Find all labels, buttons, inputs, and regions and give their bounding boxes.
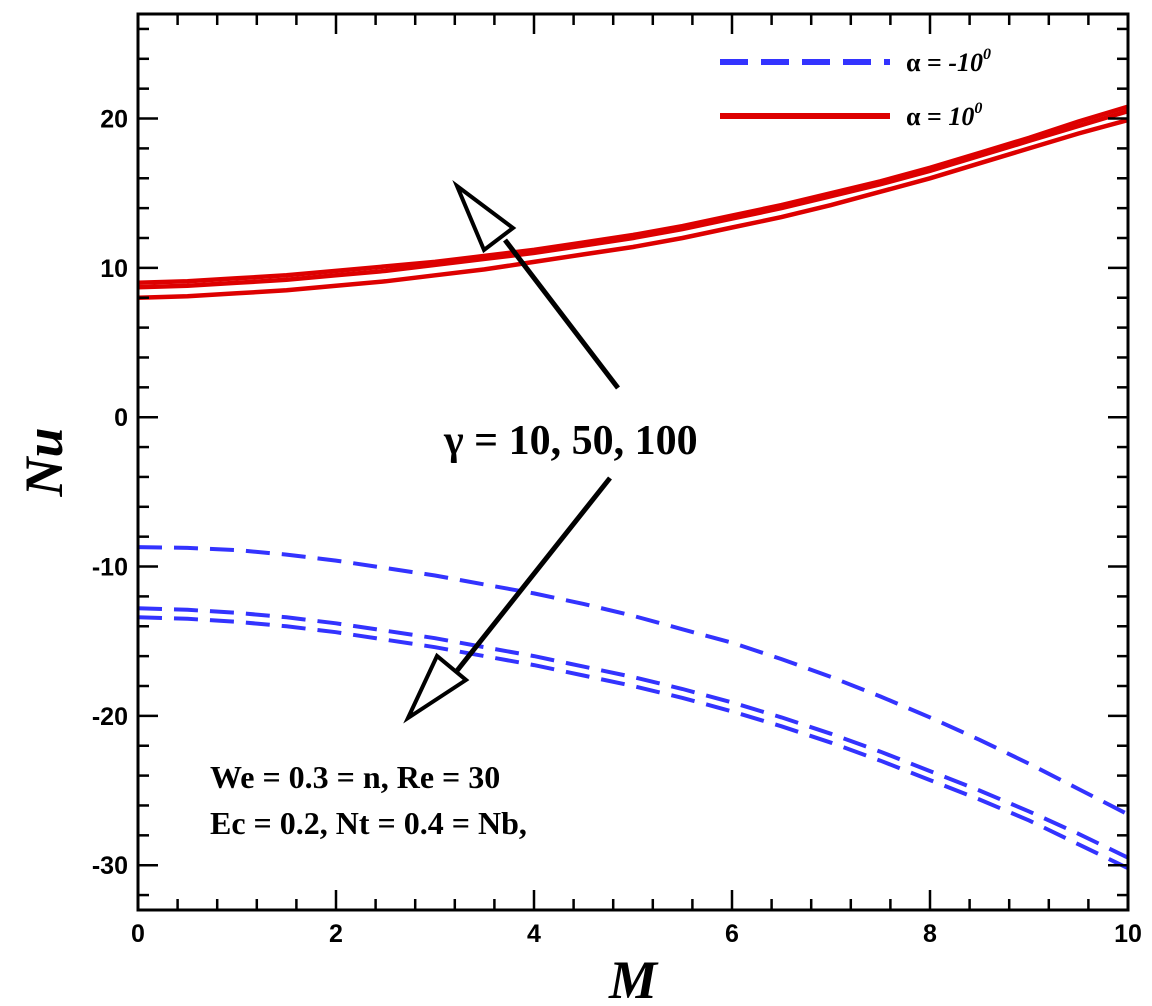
legend-sup-neg: 0 xyxy=(983,46,991,63)
x-tick-label: 2 xyxy=(329,920,343,948)
series-layer xyxy=(138,104,1128,871)
gamma-arrow-up-shaft xyxy=(503,238,620,390)
ticks-layer xyxy=(136,14,1130,910)
y-tick-label: 0 xyxy=(114,404,128,432)
x-axis-title: M xyxy=(608,950,659,1006)
legend-prefix-neg: α = xyxy=(906,48,948,77)
x-tick-label: 4 xyxy=(527,920,541,948)
legend-sup-pos: 0 xyxy=(974,100,982,117)
gamma-arrow-down-shaft xyxy=(454,476,612,674)
series-line-pos-2 xyxy=(138,108,1128,290)
plot-frame xyxy=(136,12,1130,912)
y-tick-label: -10 xyxy=(92,554,128,582)
series-line-neg-6 xyxy=(138,615,1128,871)
gamma-label: γ = 10, 50, 100 xyxy=(443,418,698,464)
series-line-neg-4 xyxy=(138,545,1128,817)
legend: α = -100 α = 100 xyxy=(720,46,991,131)
y-tick-label: 10 xyxy=(100,255,128,283)
gamma-arrow-down-head xyxy=(403,652,470,724)
gamma-arrow-up-head xyxy=(452,179,517,254)
gamma-arrow-up xyxy=(452,179,620,390)
x-tick-label: 8 xyxy=(923,920,937,948)
gamma-arrow-down xyxy=(403,476,612,724)
x-tick-label: 10 xyxy=(1114,920,1142,948)
legend-prefix-pos: α = xyxy=(906,102,948,131)
params-line-2: Ec = 0.2, Nt = 0.4 = Nb, xyxy=(210,805,527,841)
tick-labels-layer: 0 2 4 6 8 10 -30 -20 -10 0 10 20 xyxy=(92,106,1142,948)
series-line-pos-3 xyxy=(138,104,1128,286)
legend-label-pos: α = 100 xyxy=(906,100,982,131)
x-tick-label: 0 xyxy=(131,920,145,948)
y-tick-label: 20 xyxy=(100,106,128,134)
series-line-pos-1 xyxy=(138,117,1128,300)
legend-value-pos: 10 xyxy=(948,102,974,131)
legend-value-neg: -10 xyxy=(948,48,983,77)
legend-label-neg: α = -100 xyxy=(906,46,991,77)
params-line-1: We = 0.3 = n, Re = 30 xyxy=(210,759,500,795)
y-tick-label: -30 xyxy=(92,852,128,880)
y-axis-title: Nu xyxy=(14,427,74,497)
series-line-neg-5 xyxy=(138,606,1128,860)
x-tick-label: 6 xyxy=(725,920,739,948)
y-tick-label: -20 xyxy=(92,703,128,731)
